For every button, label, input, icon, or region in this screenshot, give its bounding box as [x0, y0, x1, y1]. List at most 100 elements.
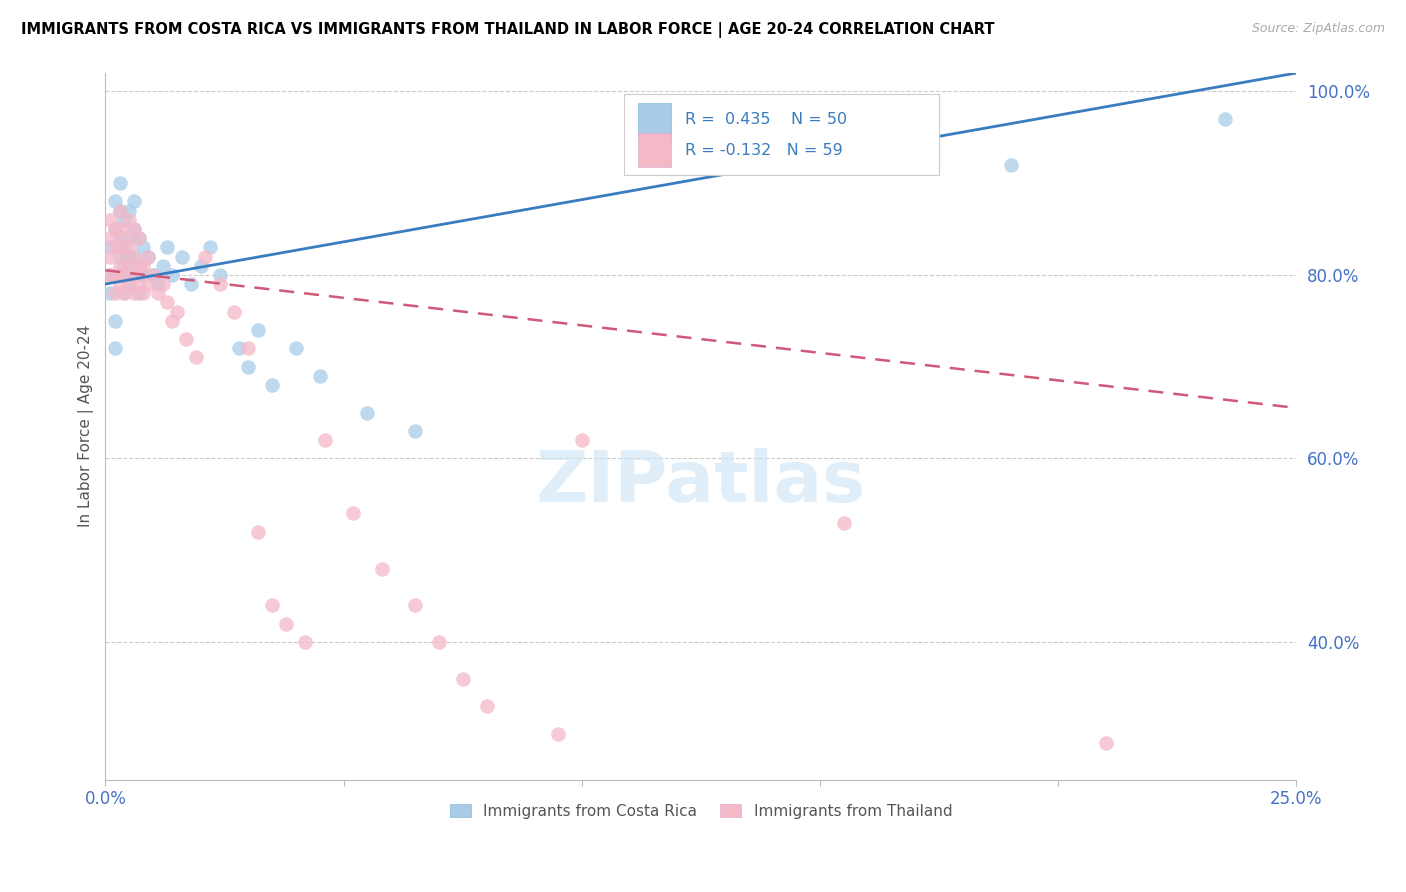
Point: [122, 268, 145, 282]
Point: [114, 231, 136, 245]
Point: [98, 240, 121, 254]
Point: [370, 561, 392, 575]
Point: [170, 250, 193, 264]
Point: [132, 268, 155, 282]
Point: [118, 277, 141, 291]
Point: [180, 277, 202, 291]
Point: [190, 259, 212, 273]
Point: [98, 268, 121, 282]
Bar: [638, 103, 671, 136]
Point: [208, 277, 231, 291]
Point: [118, 231, 141, 245]
Point: [118, 277, 141, 291]
Point: [160, 268, 183, 282]
Point: [128, 259, 150, 273]
Point: [136, 277, 159, 291]
Point: [246, 524, 269, 539]
Point: [1000, 158, 1022, 172]
Point: [118, 203, 141, 218]
Point: [104, 194, 127, 209]
Point: [104, 314, 127, 328]
Point: [122, 250, 145, 264]
Point: [98, 231, 121, 245]
Text: R = -0.132   N = 59: R = -0.132 N = 59: [686, 143, 844, 158]
Point: [128, 259, 150, 273]
Point: [104, 222, 127, 236]
Point: [427, 635, 450, 649]
Point: [108, 240, 131, 254]
Point: [142, 268, 165, 282]
Point: [156, 240, 179, 254]
Point: [262, 599, 284, 613]
Point: [356, 405, 378, 419]
Point: [146, 277, 169, 291]
Point: [98, 286, 121, 301]
Point: [108, 203, 131, 218]
Text: Source: ZipAtlas.com: Source: ZipAtlas.com: [1251, 22, 1385, 36]
Legend: Immigrants from Costa Rica, Immigrants from Thailand: Immigrants from Costa Rica, Immigrants f…: [443, 797, 959, 825]
Point: [128, 231, 150, 245]
Point: [118, 212, 141, 227]
Point: [284, 341, 307, 355]
Point: [342, 507, 364, 521]
FancyBboxPatch shape: [623, 95, 939, 176]
Point: [832, 516, 855, 530]
Point: [208, 268, 231, 282]
Point: [98, 212, 121, 227]
Point: [1213, 112, 1236, 126]
Point: [156, 295, 179, 310]
Point: [246, 323, 269, 337]
Point: [104, 268, 127, 282]
Point: [238, 359, 260, 374]
Point: [108, 222, 131, 236]
Point: [104, 341, 127, 355]
Point: [1095, 736, 1118, 750]
Point: [114, 212, 136, 227]
Point: [314, 433, 336, 447]
Point: [547, 727, 569, 741]
Point: [108, 268, 131, 282]
Point: [404, 599, 426, 613]
Point: [475, 699, 498, 714]
Point: [104, 222, 127, 236]
Point: [108, 259, 131, 273]
Point: [114, 259, 136, 273]
Point: [114, 250, 136, 264]
Point: [571, 433, 593, 447]
Text: R =  0.435    N = 50: R = 0.435 N = 50: [686, 112, 848, 128]
Point: [114, 286, 136, 301]
Point: [122, 286, 145, 301]
Point: [128, 231, 150, 245]
Point: [104, 240, 127, 254]
Point: [228, 341, 250, 355]
Point: [98, 250, 121, 264]
Point: [404, 424, 426, 438]
Point: [118, 259, 141, 273]
Point: [132, 240, 155, 254]
Point: [184, 351, 207, 365]
Point: [136, 250, 159, 264]
Point: [194, 250, 217, 264]
Point: [118, 240, 141, 254]
Point: [308, 368, 330, 383]
Bar: [638, 133, 671, 167]
Point: [160, 314, 183, 328]
Point: [122, 222, 145, 236]
Point: [262, 378, 284, 392]
Point: [104, 286, 127, 301]
Point: [108, 176, 131, 190]
Text: ZIPatlas: ZIPatlas: [536, 449, 866, 517]
Point: [122, 250, 145, 264]
Point: [152, 277, 174, 291]
Point: [128, 277, 150, 291]
Point: [222, 304, 245, 318]
Y-axis label: In Labor Force | Age 20-24: In Labor Force | Age 20-24: [79, 326, 94, 527]
Point: [114, 286, 136, 301]
Point: [451, 672, 474, 686]
Point: [128, 286, 150, 301]
Point: [146, 286, 169, 301]
Point: [294, 635, 316, 649]
Point: [132, 286, 155, 301]
Point: [152, 259, 174, 273]
Point: [122, 268, 145, 282]
